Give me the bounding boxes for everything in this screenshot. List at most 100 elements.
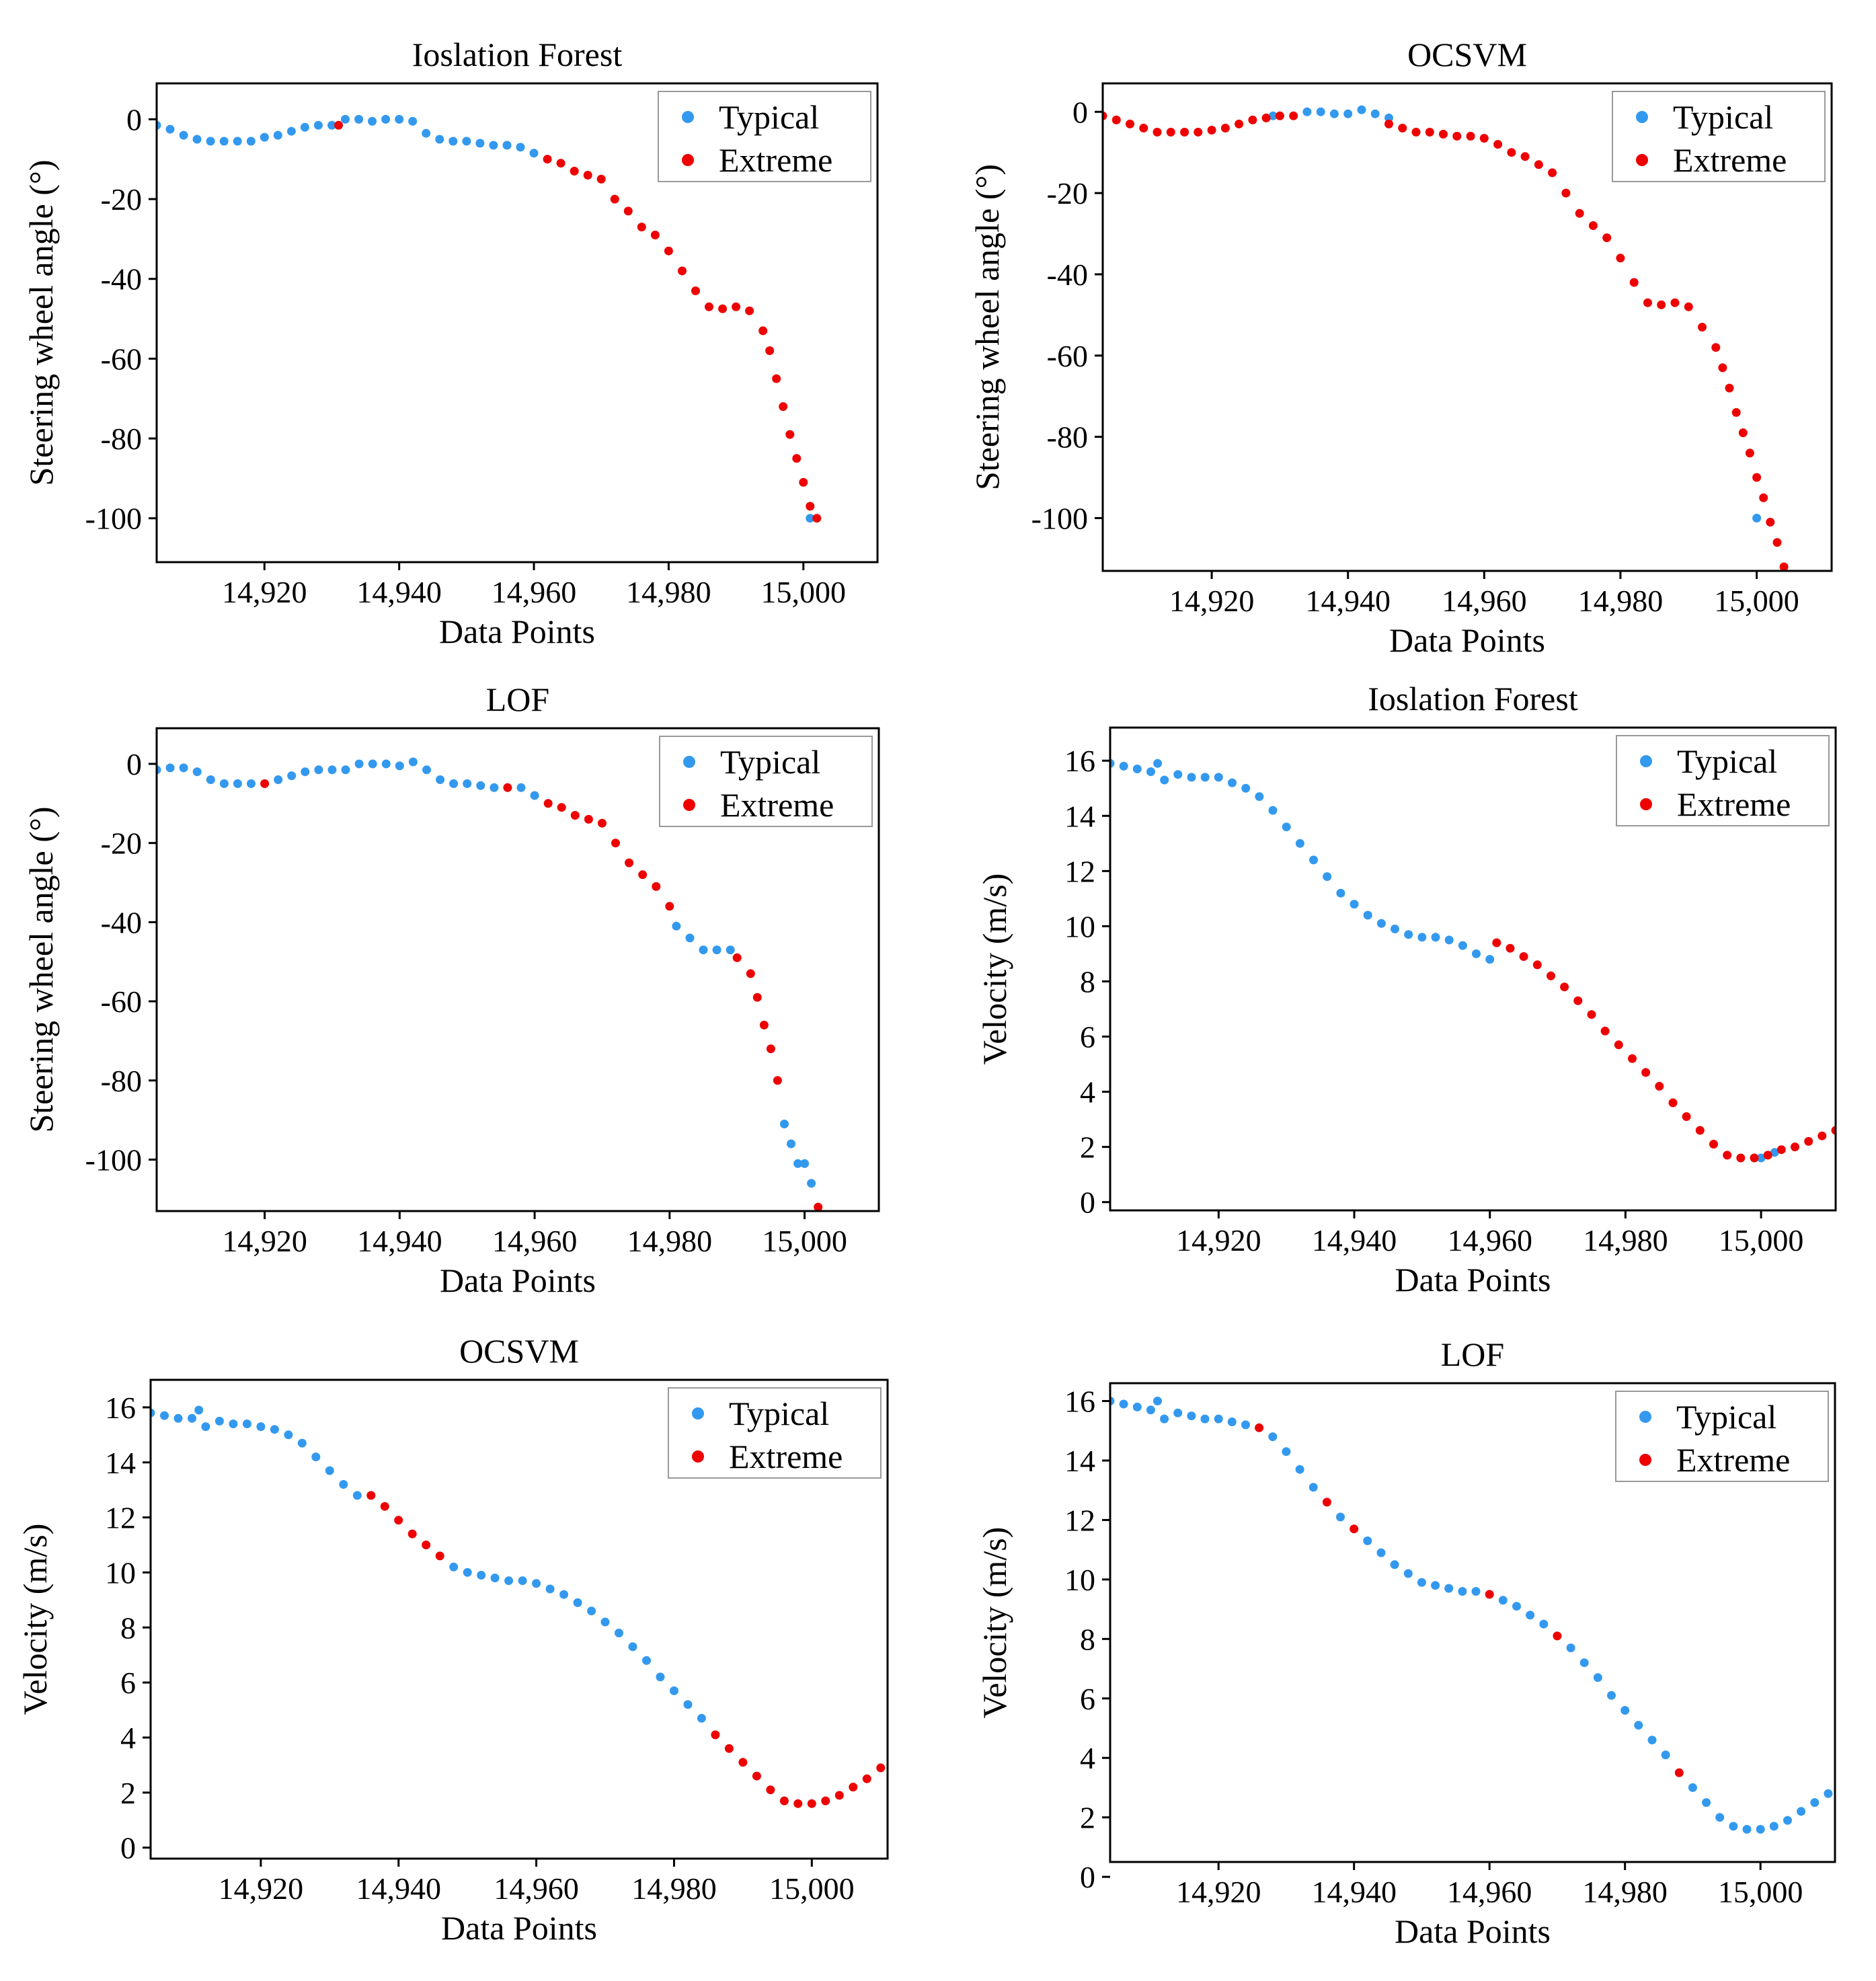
typical-point (192, 134, 202, 144)
extreme-point (1166, 128, 1175, 137)
x-axis-label: Data Points (439, 613, 595, 650)
extreme-point (1602, 233, 1612, 243)
typical-point (273, 130, 282, 140)
typical-point (1634, 1721, 1643, 1730)
extreme-point (665, 902, 674, 911)
typical-point (1153, 1397, 1162, 1405)
typical-point (219, 137, 229, 146)
typical-point (270, 1425, 279, 1434)
extreme-point (773, 1076, 782, 1085)
y-tick-label: 0 (1080, 1860, 1095, 1894)
legend-box (1616, 735, 1830, 826)
typical-point (1404, 930, 1413, 939)
extreme-point (807, 1799, 816, 1808)
legend-label-extreme: Extreme (729, 1438, 843, 1475)
y-tick-label: 4 (120, 1721, 136, 1755)
typical-point (1512, 1602, 1521, 1611)
typical-point (1160, 1414, 1169, 1424)
typical-point (559, 1590, 569, 1599)
typical-point (246, 137, 256, 146)
typical-point (1200, 773, 1210, 782)
extreme-point (834, 1791, 844, 1800)
extreme-point (814, 1202, 823, 1211)
extreme-point (1350, 1524, 1359, 1534)
extreme-point (1772, 538, 1782, 547)
extreme-point (1641, 1068, 1651, 1077)
legend-box (1615, 1391, 1829, 1482)
chart-panel-3: LOF 14,920 14,940 14,960 14,980 15,000 0 -20 -40… (22, 681, 880, 1299)
y-tick-label: -20 (1047, 176, 1088, 210)
extreme-point (556, 159, 565, 168)
legend-label-typical: Typical (1677, 742, 1777, 780)
typical-point (368, 116, 377, 126)
extreme-point (584, 814, 593, 824)
extreme-point (583, 171, 592, 180)
y-tick-label: -20 (101, 826, 142, 861)
typical-point (422, 128, 431, 138)
extreme-point (792, 454, 802, 463)
extreme-point (1126, 119, 1134, 128)
typical-point (1403, 1569, 1413, 1578)
extreme-point (1519, 952, 1528, 961)
extreme-point (1657, 300, 1666, 309)
y-tick-label: -40 (101, 262, 142, 297)
typical-point (1228, 778, 1237, 787)
typical-point (311, 1452, 321, 1462)
extreme-point (623, 206, 633, 216)
plot-frame (1109, 1382, 1836, 1863)
typical-point (532, 1579, 541, 1588)
typical-point (1350, 900, 1359, 909)
typical-point (247, 779, 256, 788)
x-tick-label: 15,000 (1714, 584, 1799, 618)
typical-point (1417, 1578, 1426, 1587)
extreme-point (779, 1796, 789, 1805)
typical-point (1431, 933, 1440, 942)
typical-point (395, 761, 404, 771)
typical-point (325, 1466, 334, 1475)
typical-point (179, 763, 188, 773)
typical-point (313, 120, 323, 130)
extreme-point (1532, 960, 1542, 970)
typical-point (1282, 1447, 1291, 1456)
typical-point (787, 1139, 795, 1149)
chart-title: LOF (1441, 1335, 1504, 1373)
typical-point (1770, 1148, 1779, 1157)
legend-label-typical: Typical (1673, 98, 1773, 136)
extreme-point (1194, 128, 1203, 137)
typical-point (1752, 514, 1762, 522)
typical-point (297, 1438, 307, 1448)
extreme-point (1111, 115, 1121, 124)
typical-point (504, 1576, 514, 1586)
chart-panel-5: OCSVM 14,920 14,940 14,960 14,980 15,000 0 2 4 6 8… (16, 1332, 889, 1947)
typical-point (1376, 919, 1386, 928)
extreme-point (650, 231, 660, 239)
legend-marker-typical (1639, 1411, 1651, 1423)
typical-point (1173, 1408, 1183, 1417)
extreme-point (766, 1785, 775, 1795)
x-tick-label: 15,000 (761, 575, 847, 609)
legend-label-typical: Typical (1676, 1398, 1776, 1436)
chart-panel-4: Ioslation Forest 14,920 14,940 14,960 14,980… (976, 680, 1837, 1298)
extreme-point (1553, 1631, 1562, 1641)
typical-point (1471, 1587, 1481, 1596)
extreme-point (422, 1541, 431, 1549)
x-tick-label: 15,000 (769, 1871, 855, 1906)
y-axis-label: Velocity (m/s) (976, 1527, 1013, 1719)
typical-point (1110, 1397, 1115, 1405)
typical-point (1146, 767, 1155, 777)
extreme-point (652, 882, 661, 891)
typical-point (490, 783, 499, 792)
legend-marker-typical (1636, 111, 1648, 123)
typical-point (726, 945, 735, 955)
typical-point (1295, 1465, 1304, 1474)
extreme-point (1275, 111, 1284, 120)
x-axis-label: Data Points (1395, 1261, 1551, 1298)
extreme-point (598, 818, 607, 828)
typical-point (1268, 806, 1278, 815)
extreme-point (1791, 1142, 1799, 1152)
typical-point (1417, 933, 1427, 942)
typical-point (1485, 955, 1495, 964)
y-tick-label: -60 (1047, 339, 1088, 373)
extreme-point (1439, 130, 1448, 139)
